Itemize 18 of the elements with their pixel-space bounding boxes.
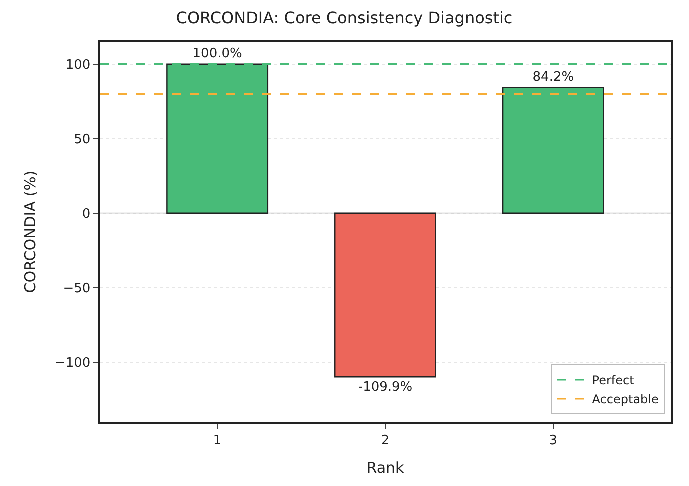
x-tick-label: 3 (549, 433, 558, 448)
y-tick-label: 0 (82, 206, 91, 222)
y-tick-label: −50 (63, 281, 91, 296)
data-label: 100.0% (192, 46, 242, 62)
x-tick-label: 2 (381, 433, 390, 448)
data-label: -109.9% (358, 380, 413, 396)
x-tick-label: 1 (213, 433, 222, 448)
y-axis-title: CORCONDIA (%) (22, 170, 40, 294)
bar (502, 87, 604, 214)
legend-label: Perfect (592, 374, 635, 388)
y-tick-label: −100 (54, 356, 91, 371)
y-tick-label: 50 (74, 132, 91, 148)
legend-label: Acceptable (592, 392, 659, 407)
bar (334, 212, 436, 378)
x-axis-title: Rank (366, 458, 405, 477)
chart-title: CORCONDIA: Core Consistency Diagnostic (176, 8, 513, 28)
y-tick-label: 100 (66, 58, 91, 73)
data-label: 84.2% (532, 70, 574, 85)
